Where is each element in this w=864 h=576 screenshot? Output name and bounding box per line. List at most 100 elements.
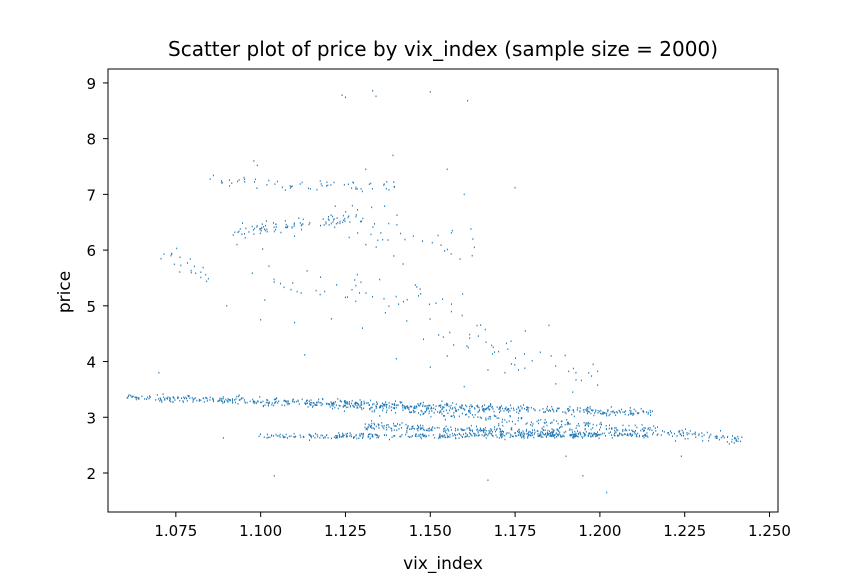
- scatter-point: [461, 412, 463, 415]
- scatter-point: [431, 427, 433, 430]
- scatter-point: [430, 407, 432, 410]
- scatter-point: [334, 400, 336, 403]
- scatter-point: [490, 403, 492, 405]
- scatter-point: [388, 305, 390, 307]
- scatter-point: [631, 433, 633, 436]
- scatter-point: [558, 427, 560, 429]
- scatter-point: [333, 436, 335, 439]
- scatter-point: [572, 436, 574, 439]
- scatter-point: [415, 433, 417, 436]
- scatter-point: [508, 420, 510, 422]
- scatter-point: [360, 188, 362, 190]
- scatter-point: [524, 330, 526, 332]
- scatter-point: [376, 403, 378, 406]
- scatter-point: [348, 401, 350, 403]
- scatter-point: [169, 396, 171, 399]
- scatter-point: [200, 399, 202, 402]
- scatter-point: [295, 400, 297, 403]
- scatter-point: [337, 398, 339, 400]
- scatter-point: [395, 412, 397, 414]
- scatter-point: [715, 435, 717, 437]
- scatter-point: [701, 435, 703, 438]
- scatter-point: [382, 407, 384, 410]
- scatter-point: [264, 229, 266, 232]
- scatter-point: [396, 429, 398, 432]
- scatter-point: [408, 406, 410, 409]
- scatter-point: [430, 406, 432, 409]
- scatter-point: [468, 427, 470, 430]
- scatter-point: [578, 425, 580, 427]
- scatter-point: [428, 429, 430, 432]
- scatter-point: [567, 422, 569, 424]
- scatter-point: [241, 222, 243, 224]
- scatter-point: [624, 428, 626, 431]
- scatter-point: [530, 423, 532, 426]
- scatter-point: [478, 429, 480, 432]
- scatter-point: [540, 432, 542, 434]
- scatter-point: [479, 409, 481, 411]
- scatter-point: [650, 411, 652, 414]
- scatter-point: [370, 406, 372, 409]
- scatter-point: [588, 372, 590, 374]
- scatter-point: [326, 185, 328, 187]
- scatter-point: [542, 436, 544, 438]
- scatter-point: [309, 404, 311, 406]
- scatter-point: [309, 439, 310, 441]
- scatter-point: [450, 426, 452, 428]
- scatter-point: [159, 400, 161, 402]
- scatter-point: [552, 409, 554, 411]
- scatter-point: [533, 436, 535, 439]
- scatter-point: [357, 404, 359, 406]
- scatter-point: [232, 398, 234, 400]
- scatter-point: [433, 407, 435, 410]
- scatter-point: [386, 428, 388, 431]
- scatter-point: [238, 179, 240, 181]
- scatter-point: [395, 357, 397, 360]
- scatter-point: [325, 403, 327, 405]
- scatter-point: [590, 409, 592, 412]
- scatter-point: [379, 278, 381, 281]
- scatter-point: [523, 353, 525, 355]
- scatter-point: [279, 433, 281, 436]
- scatter-point: [505, 433, 507, 435]
- scatter-point: [553, 410, 555, 413]
- scatter-point: [479, 416, 481, 419]
- scatter-point: [548, 324, 550, 327]
- scatter-point: [393, 434, 395, 437]
- scatter-point: [285, 226, 287, 229]
- scatter-point: [612, 411, 614, 413]
- scatter-point: [391, 427, 393, 430]
- scatter-point: [569, 428, 571, 430]
- scatter-point: [232, 401, 234, 404]
- scatter-point: [468, 411, 470, 413]
- scatter-point: [382, 402, 384, 405]
- scatter-point: [304, 354, 306, 356]
- scatter-point: [565, 412, 567, 415]
- scatter-point: [427, 405, 429, 407]
- scatter-point: [416, 427, 418, 430]
- scatter-point: [212, 174, 214, 177]
- scatter-point: [549, 432, 551, 435]
- scatter-point: [198, 400, 200, 402]
- scatter-point: [407, 435, 409, 438]
- scatter-point: [531, 432, 533, 435]
- scatter-point: [345, 402, 347, 405]
- scatter-point: [431, 410, 433, 412]
- scatter-point: [352, 181, 354, 184]
- scatter-point: [397, 423, 398, 425]
- scatter-point: [368, 423, 370, 426]
- scatter-point: [406, 427, 408, 430]
- scatter-point: [647, 428, 649, 430]
- scatter-point: [420, 409, 422, 412]
- scatter-point: [597, 384, 599, 386]
- scatter-point: [322, 218, 324, 220]
- scatter-point: [382, 409, 384, 412]
- scatter-point: [477, 416, 479, 418]
- scatter-point: [542, 429, 544, 431]
- scatter-point: [406, 429, 408, 432]
- scatter-point: [346, 296, 348, 298]
- scatter-point: [438, 437, 440, 440]
- scatter-point: [614, 434, 616, 437]
- scatter-point: [397, 404, 399, 407]
- scatter-point: [466, 427, 468, 430]
